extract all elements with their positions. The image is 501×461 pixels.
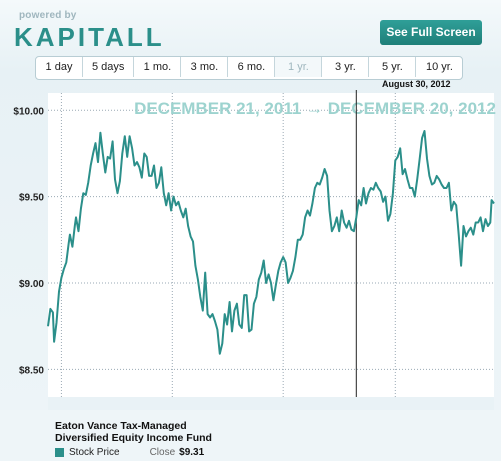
kapitall-logo[interactable]: KAPITALL: [14, 22, 165, 52]
tab-1-day[interactable]: 1 day: [36, 57, 83, 77]
y-tick-label: $10.00: [13, 106, 44, 117]
tab-1-yr[interactable]: 1 yr.: [275, 57, 323, 77]
close-value: $9.31: [179, 447, 205, 458]
close-label: Close: [149, 447, 176, 458]
fund-name-line-2: Diversified Equity Income Fund: [55, 432, 212, 444]
footer-panel: [0, 410, 501, 461]
stock-price-series: [47, 130, 495, 355]
tab-6-mo[interactable]: 6 mo.: [228, 57, 276, 77]
y-axis-ticks: $10.00 $9.50 $9.00 $8.50: [13, 106, 44, 376]
legend-swatch: [55, 448, 64, 457]
tab-5-days[interactable]: 5 days: [83, 57, 135, 77]
powered-by-label: powered by: [19, 10, 77, 21]
see-full-screen-button[interactable]: See Full Screen: [380, 20, 482, 45]
y-tick-label: $9.00: [19, 279, 44, 290]
fund-name: Eaton Vance Tax-Managed Diversified Equi…: [55, 420, 275, 444]
tab-3-mo[interactable]: 3 mo.: [181, 57, 229, 77]
tab-3-yr[interactable]: 3 yr.: [322, 57, 370, 77]
chart-title-watermark: DECEMBER 21, 2011 → DECEMBER 20, 2012: [134, 99, 496, 118]
tab-5-yr[interactable]: 5 yr.: [369, 57, 417, 77]
legend: Stock Price Close $9.31: [55, 447, 204, 458]
tab-10-yr[interactable]: 10 yr.: [425, 61, 453, 73]
range-tabs: 1 day 5 days 1 mo. 3 mo. 6 mo. 1 yr. 3 y…: [35, 56, 464, 80]
plot-area: [48, 93, 494, 397]
y-tick-label: $8.50: [19, 365, 44, 376]
tab-1-mo[interactable]: 1 mo.: [134, 57, 182, 77]
x-axis-band: [48, 397, 494, 410]
legend-label: Stock Price: [69, 447, 120, 458]
price-chart[interactable]: $10.00$9.50$9.00$8.50 JanAprJulOct DECEM…: [0, 0, 501, 410]
y-tick-label: $9.50: [19, 193, 44, 204]
date-marker-label: August 30, 2012: [382, 79, 451, 89]
fund-name-line-1: Eaton Vance Tax-Managed: [55, 420, 187, 432]
